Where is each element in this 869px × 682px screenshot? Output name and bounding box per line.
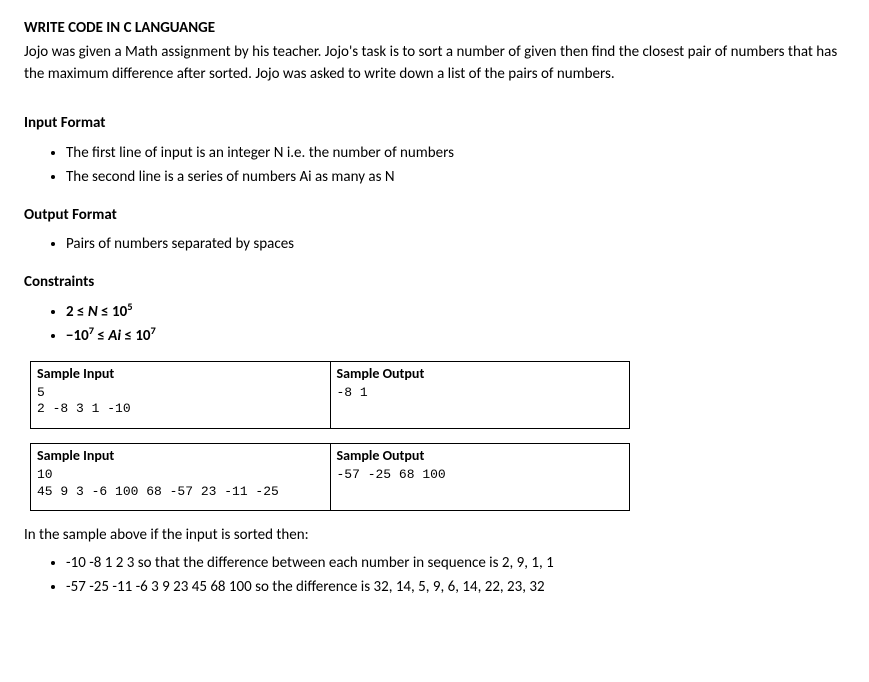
constraint-ai: −107 ≤ Ai ≤ 107 — [66, 326, 845, 348]
sample-output-label: Sample Output — [331, 362, 630, 384]
sample-output-cell: Sample Output -57 -25 68 100 — [330, 444, 630, 511]
output-format-heading: Output Format — [24, 205, 845, 227]
sample-input-label: Sample Input — [31, 444, 330, 466]
sample-output-body: -8 1 — [331, 385, 630, 412]
sample-input-label: Sample Input — [31, 362, 330, 384]
page-title: WRITE CODE IN C LANGUANGE — [24, 18, 845, 40]
sample-input-body: 5 2 -8 3 1 -10 — [31, 385, 330, 429]
constraints-list: 2 ≤ N ≤ 105 −107 ≤ Ai ≤ 107 — [24, 302, 845, 348]
constraints-heading: Constraints — [24, 272, 845, 294]
sample-input-cell: Sample Input 10 45 9 3 -6 100 68 -57 23 … — [31, 444, 331, 511]
list-item: Pairs of numbers separated by spaces — [66, 234, 845, 256]
sample-output-cell: Sample Output -8 1 — [330, 362, 630, 429]
sample-output-body: -57 -25 68 100 — [331, 467, 630, 494]
sample-table-1: Sample Input 5 2 -8 3 1 -10 Sample Outpu… — [30, 361, 630, 429]
sample-input-body: 10 45 9 3 -6 100 68 -57 23 -11 -25 — [31, 467, 330, 511]
list-item: The first line of input is an integer N … — [66, 143, 845, 165]
list-item: The second line is a series of numbers A… — [66, 167, 845, 189]
constraint-n: 2 ≤ N ≤ 105 — [66, 302, 845, 324]
input-format-list: The first line of input is an integer N … — [24, 143, 845, 189]
sample-output-label: Sample Output — [331, 444, 630, 466]
intro-paragraph: Jojo was given a Math assignment by his … — [24, 42, 845, 86]
list-item: -57 -25 -11 -6 3 9 23 45 68 100 so the d… — [66, 577, 845, 599]
note-list: -10 -8 1 2 3 so that the difference betw… — [24, 553, 845, 599]
note-heading: In the sample above if the input is sort… — [24, 525, 845, 547]
list-item: -10 -8 1 2 3 so that the difference betw… — [66, 553, 845, 575]
input-format-heading: Input Format — [24, 113, 845, 135]
output-format-list: Pairs of numbers separated by spaces — [24, 234, 845, 256]
sample-table-2: Sample Input 10 45 9 3 -6 100 68 -57 23 … — [30, 443, 630, 511]
sample-input-cell: Sample Input 5 2 -8 3 1 -10 — [31, 362, 331, 429]
